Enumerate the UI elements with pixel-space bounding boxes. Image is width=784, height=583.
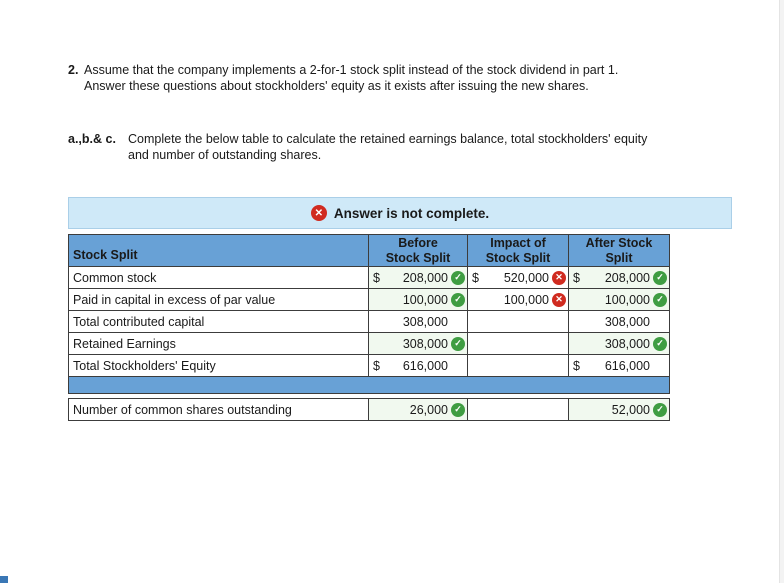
- separator-band: [68, 376, 670, 394]
- cell-value: 308,000: [604, 314, 650, 329]
- dollar-sign: $: [573, 358, 580, 373]
- part-instruction-block: a.,b.& c. Complete the below table to ca…: [68, 131, 740, 164]
- row-label: Total contributed capital: [68, 310, 369, 333]
- value-cell-impact[interactable]: [467, 398, 569, 421]
- value-cell-after[interactable]: 52,000: [568, 398, 670, 421]
- cell-value: 308,000: [402, 314, 448, 329]
- cell-value: 208,000: [402, 270, 448, 285]
- row-label: Paid in capital in excess of par value: [68, 288, 369, 311]
- cell-value: 52,000: [611, 402, 650, 417]
- value-cell-impact[interactable]: $520,000: [467, 266, 569, 289]
- table-row-retained-earnings: Retained Earnings 308,000 308,000: [68, 332, 670, 355]
- shares-table: Number of common shares outstanding 26,0…: [68, 398, 670, 421]
- cell-value: 616,000: [604, 358, 650, 373]
- status-icon: [451, 292, 465, 307]
- page-corner-artifact: [0, 576, 8, 583]
- value-cell-before[interactable]: $616,000: [368, 354, 468, 377]
- cell-value: 100,000: [402, 292, 448, 307]
- status-icon: [451, 402, 465, 417]
- value-cell-before[interactable]: 26,000: [368, 398, 468, 421]
- part-label: a.,b.& c.: [68, 131, 116, 146]
- question-number: 2.: [68, 63, 79, 77]
- status-icon: [653, 336, 667, 351]
- status-icon: [653, 315, 667, 329]
- value-cell-before[interactable]: 308,000: [368, 332, 468, 355]
- header-row: Stock Split Before Stock Split Impact of…: [68, 234, 670, 267]
- table-row-total-stockholders-equity: Total Stockholders' Equity $616,000 $616…: [68, 354, 670, 377]
- row-label: Total Stockholders' Equity: [68, 354, 369, 377]
- header-stock-split: Stock Split: [68, 234, 369, 267]
- table-row-paid-in-capital: Paid in capital in excess of par value 1…: [68, 288, 670, 311]
- equity-table: Stock Split Before Stock Split Impact of…: [68, 234, 670, 394]
- value-cell-after[interactable]: 100,000: [568, 288, 670, 311]
- status-icon: [552, 337, 566, 351]
- row-label: Common stock: [68, 266, 369, 289]
- question-block: 2. Assume that the company implements a …: [68, 62, 740, 95]
- cell-value: 308,000: [402, 336, 448, 351]
- value-cell-impact[interactable]: [467, 354, 569, 377]
- question-text: Assume that the company implements a 2-f…: [84, 63, 619, 94]
- value-cell-after[interactable]: $616,000: [568, 354, 670, 377]
- header-before-stock-split: Before Stock Split: [368, 234, 468, 267]
- status-icon: [653, 402, 667, 417]
- status-icon: [552, 403, 566, 417]
- problem-content: 2. Assume that the company implements a …: [68, 62, 740, 421]
- table-row-shares-outstanding: Number of common shares outstanding 26,0…: [68, 398, 670, 421]
- status-icon: [451, 336, 465, 351]
- status-icon: [552, 359, 566, 373]
- value-cell-impact[interactable]: [467, 332, 569, 355]
- status-banner-text: Answer is not complete.: [333, 205, 490, 221]
- cell-value: 308,000: [604, 336, 650, 351]
- status-icon: [653, 359, 667, 373]
- cell-value: 100,000: [503, 292, 549, 307]
- cell-value: 616,000: [402, 358, 448, 373]
- incorrect-icon: [310, 205, 327, 221]
- value-cell-before[interactable]: 308,000: [368, 310, 468, 333]
- status-icon: [451, 270, 465, 285]
- row-label: Number of common shares outstanding: [68, 398, 369, 421]
- table-row-total-contributed-capital: Total contributed capital 308,000 308,00…: [68, 310, 670, 333]
- dollar-sign: $: [472, 270, 479, 285]
- status-banner: Answer is not complete.: [68, 197, 732, 229]
- value-cell-after[interactable]: 308,000: [568, 310, 670, 333]
- status-icon: [451, 359, 465, 373]
- cell-value: 208,000: [604, 270, 650, 285]
- value-cell-after[interactable]: $208,000: [568, 266, 670, 289]
- scrollbar-track[interactable]: [779, 0, 784, 583]
- cell-value: 100,000: [604, 292, 650, 307]
- value-cell-impact[interactable]: 100,000: [467, 288, 569, 311]
- status-icon: [653, 292, 667, 307]
- status-icon: [552, 270, 566, 285]
- value-cell-impact[interactable]: [467, 310, 569, 333]
- part-instruction-text: Complete the below table to calculate th…: [128, 131, 648, 162]
- row-label: Retained Earnings: [68, 332, 369, 355]
- value-cell-after[interactable]: 308,000: [568, 332, 670, 355]
- status-icon: [552, 315, 566, 329]
- header-after-stock-split: After Stock Split: [568, 234, 670, 267]
- value-cell-before[interactable]: $208,000: [368, 266, 468, 289]
- header-impact-of-stock-split: Impact of Stock Split: [467, 234, 569, 267]
- dollar-sign: $: [373, 358, 380, 373]
- separator-row: [68, 376, 670, 394]
- status-icon: [451, 315, 465, 329]
- cell-value: 520,000: [503, 270, 549, 285]
- table-row-common-stock: Common stock $208,000 $520,000 $208,000: [68, 266, 670, 289]
- status-icon: [653, 270, 667, 285]
- cell-value: 26,000: [409, 402, 448, 417]
- status-icon: [552, 292, 566, 307]
- dollar-sign: $: [573, 270, 580, 285]
- value-cell-before[interactable]: 100,000: [368, 288, 468, 311]
- dollar-sign: $: [373, 270, 380, 285]
